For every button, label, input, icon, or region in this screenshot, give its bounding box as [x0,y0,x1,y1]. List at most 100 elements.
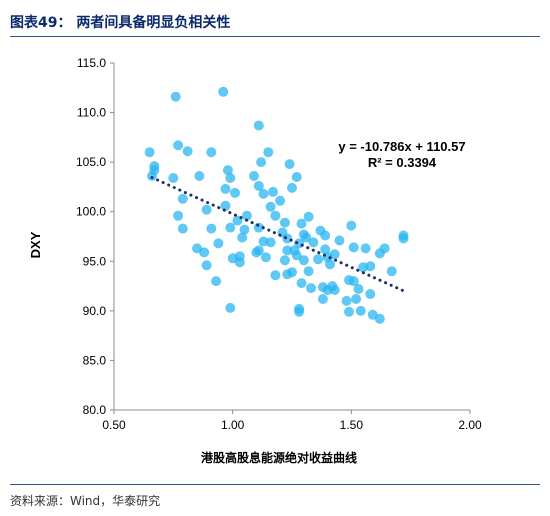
data-point [241,210,252,221]
y-axis-label: DXY [28,231,43,258]
data-point [320,230,331,241]
y-tick-label: 80.0 [83,403,107,417]
data-point [298,255,309,266]
data-point [218,86,229,97]
data-point [173,210,184,221]
data-point [386,266,397,277]
source-note: 资料来源：Wind，华泰研究 [10,494,161,508]
data-point [303,211,314,222]
data-point [173,140,184,151]
data-point [320,244,331,255]
data-point [353,284,364,294]
data-point [177,223,188,234]
data-point [168,173,179,183]
data-point [334,235,345,246]
data-point [234,257,245,268]
y-tick-label: 85.0 [83,353,107,367]
data-point [225,302,236,313]
data-point [329,249,340,260]
scatter-chart: 80.0 85.0 90.0 95.0 100.0 105.0 110.0 115.0 0.50… [28,56,482,465]
x-tick-label: 1.50 [340,418,364,432]
data-point [263,147,274,158]
data-point [253,120,264,131]
data-point [222,165,233,176]
data-point [220,183,231,194]
x-tick-label: 2.00 [458,418,482,432]
data-point [144,147,155,158]
data-point [294,306,305,317]
data-point [398,233,409,244]
data-point [220,200,231,211]
y-tick-label: 105.0 [76,155,106,169]
y-tick-label: 115.0 [77,56,106,70]
y-tick-label: 110.0 [77,106,106,120]
data-point [351,294,362,304]
data-point [313,254,324,265]
figure-title: 图表49： 两者间具备明显负相关性 [10,15,231,31]
data-point [365,261,376,272]
data-point [287,267,297,278]
x-tick-label: 0.50 [102,418,126,432]
data-point [237,232,248,243]
data-point [279,217,290,228]
data-point [296,218,307,229]
data-point [201,204,212,215]
data-point [225,173,236,183]
data-point [360,243,371,254]
data-point [170,91,181,102]
data-point [213,238,224,249]
data-point [211,276,222,287]
tick-labels: 80.0 85.0 90.0 95.0 100.0 105.0 110.0 115.0 0.50… [76,56,482,432]
y-tick-label: 90.0 [83,304,107,318]
data-point [379,243,390,254]
data-point [374,313,385,324]
data-point [201,260,212,271]
data-point [301,232,312,243]
data-point [296,278,307,289]
data-point [270,270,281,281]
data-point [317,294,328,304]
data-point [291,172,302,182]
data-point [346,220,357,231]
data-points [144,86,409,324]
title-rule [10,36,540,37]
data-point [329,285,340,295]
data-point [239,224,250,235]
data-point [253,245,264,256]
data-point [341,295,352,306]
data-point [199,247,210,258]
data-point [287,182,297,193]
r-squared-label: R² = 0.3394 [368,155,437,170]
data-point [365,289,376,299]
data-point [275,195,286,206]
data-point [206,147,217,158]
data-point [256,157,267,168]
data-point [284,159,295,170]
data-point [253,180,264,191]
data-point [303,266,314,277]
data-point [348,242,359,253]
data-point [260,252,271,263]
y-tick-label: 95.0 [83,254,107,268]
data-point [206,223,217,234]
data-point [355,305,366,316]
data-point [149,165,160,176]
x-tick-label: 1.00 [221,418,245,432]
data-point [268,186,278,197]
data-point [344,306,354,317]
data-point [291,250,302,261]
data-point [270,210,281,221]
axes [113,63,470,411]
trendline-equation: y = -10.786x + 110.57 [338,139,465,154]
data-point [225,222,236,233]
footer-rule [10,484,540,485]
data-point [249,171,259,181]
data-point [194,171,205,181]
data-point [282,245,293,256]
data-point [182,146,193,157]
data-point [265,201,276,212]
data-point [325,259,335,270]
y-tick-label: 100.0 [76,205,106,219]
x-axis-label: 港股高股息能源绝对收益曲线 [201,450,357,465]
data-point [282,233,293,244]
